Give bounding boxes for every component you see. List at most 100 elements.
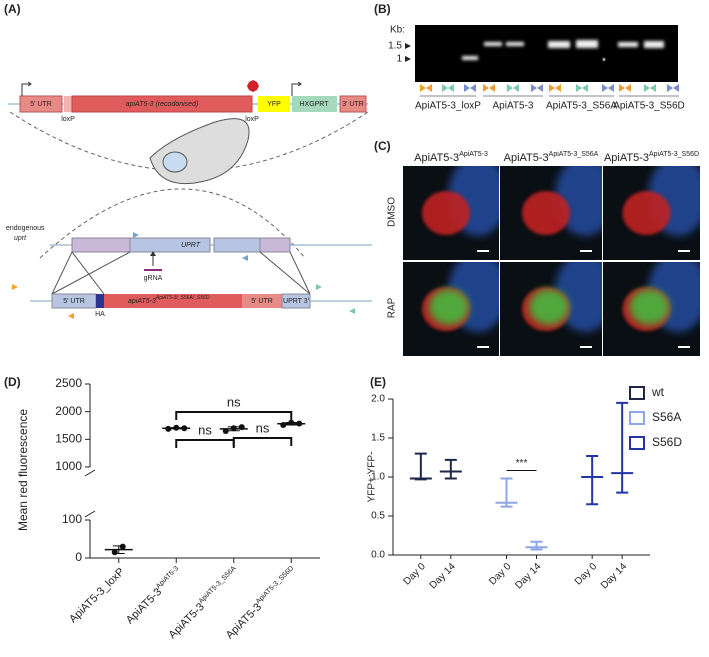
label: ApiAT5-3ApiAT5-3 bbox=[414, 151, 488, 164]
point bbox=[280, 421, 287, 428]
label: 5′ UTR bbox=[251, 298, 273, 305]
label: UPRT 3′ bbox=[283, 298, 310, 305]
point bbox=[222, 428, 229, 435]
cells bbox=[522, 166, 602, 236]
primer-icon bbox=[464, 84, 476, 92]
label: apiAT5-3ApiAT5-3/_S56A/_S56D bbox=[128, 295, 210, 305]
lane-label: ApiAT5-3 bbox=[493, 101, 534, 112]
label: endogenous bbox=[6, 225, 45, 232]
point bbox=[111, 549, 118, 556]
primer-icon bbox=[531, 84, 543, 92]
legend-swatch bbox=[629, 436, 645, 450]
promoter bbox=[21, 81, 32, 96]
y-tick-label: 0.5 bbox=[371, 511, 385, 522]
superscript: ApiAT5-3_S56D bbox=[255, 565, 295, 605]
label: loxP bbox=[245, 116, 259, 123]
panel-label: (D) bbox=[4, 375, 21, 389]
annotation: *** bbox=[516, 458, 528, 469]
yfp bbox=[629, 289, 670, 325]
label-text: ApiAT5-3 bbox=[166, 601, 206, 641]
label: apiAT5-3 bbox=[128, 298, 156, 305]
lane-label: ApiAT5-3_S56D bbox=[613, 101, 685, 112]
y-tick-label: 1.5 bbox=[371, 433, 385, 444]
superscript: ApiAT5-3_S56D bbox=[649, 151, 699, 158]
range bbox=[530, 540, 543, 551]
superscript: ApiAT5-3 bbox=[459, 151, 488, 158]
x-tick-label: Day 14 bbox=[599, 561, 629, 591]
annotation: ns bbox=[256, 420, 270, 435]
label: UPRT bbox=[181, 242, 201, 249]
label: HA bbox=[95, 311, 105, 318]
label: ApiAT5-3ApiAT5-3_S56A bbox=[504, 151, 599, 164]
box bbox=[339, 95, 367, 113]
primer-icon bbox=[549, 84, 561, 92]
box bbox=[213, 237, 261, 253]
primer-icon bbox=[619, 84, 631, 92]
axis-break bbox=[84, 469, 96, 518]
panel-c: (C) ApiAT5-3ApiAT5-3 ApiAT5-3ApiAT5-3_S56… bbox=[374, 139, 700, 356]
y-tick-label: 1.0 bbox=[371, 472, 385, 483]
cells bbox=[422, 166, 499, 236]
row-label: RAP bbox=[387, 297, 398, 318]
box bbox=[96, 294, 104, 308]
primer-icon bbox=[602, 84, 614, 92]
primer-icon bbox=[667, 84, 679, 92]
label: Kb: bbox=[390, 25, 405, 36]
x-tick-label: Day 14 bbox=[513, 561, 543, 591]
primer bbox=[242, 255, 248, 261]
micrograph bbox=[403, 262, 499, 356]
cell bbox=[149, 118, 250, 185]
label-text: ApiAT5-3 bbox=[604, 152, 649, 164]
label-text: ApiAT5-3 bbox=[124, 586, 164, 626]
primer-icon bbox=[644, 84, 656, 92]
primer bbox=[349, 308, 355, 314]
label: ApiAT5-3ApiAT5-3 bbox=[123, 565, 184, 626]
label: loxP bbox=[61, 116, 75, 123]
bracket bbox=[175, 439, 235, 448]
micrograph bbox=[603, 262, 700, 356]
y-tick-label: 2.0 bbox=[371, 394, 385, 405]
label: uprt bbox=[14, 235, 27, 242]
annotation: ns bbox=[198, 422, 212, 437]
label-text: ApiAT5-3 bbox=[224, 601, 264, 641]
box bbox=[71, 237, 131, 253]
primer-icon bbox=[576, 84, 588, 92]
range bbox=[444, 458, 457, 480]
x-tick-label: Day 0 bbox=[573, 561, 600, 588]
y-tick-label: 1500 bbox=[55, 432, 82, 446]
lane-labels: ApiAT5-3_loxP ApiAT5-3 ApiAT5-3_S56AApiAT5… bbox=[415, 95, 685, 112]
label-text: ApiAT5-3_loxP bbox=[67, 566, 127, 626]
lane-label: ApiAT5-3_S56A bbox=[546, 101, 617, 112]
micrograph bbox=[500, 166, 602, 260]
stop bbox=[247, 80, 259, 92]
box bbox=[71, 95, 253, 113]
arc bbox=[39, 188, 306, 259]
y-tick-label: 100 bbox=[62, 512, 82, 526]
range bbox=[586, 454, 599, 506]
marker-label: 1.5 bbox=[388, 41, 402, 52]
label: ApiAT5-3ApiAT5-3_S56D bbox=[604, 151, 699, 164]
x-tick-label: Day 0 bbox=[402, 561, 429, 588]
primer-icon bbox=[507, 84, 519, 92]
bands bbox=[462, 40, 664, 60]
arrow bbox=[150, 251, 156, 256]
superscript: ApiAT5-3_S56A bbox=[549, 151, 599, 158]
parasite bbox=[422, 191, 470, 235]
label-text: ApiAT5-3 bbox=[414, 152, 459, 164]
range bbox=[616, 401, 629, 494]
parasite bbox=[622, 191, 671, 235]
panel-label: (E) bbox=[370, 375, 386, 389]
y-tick-label: 1000 bbox=[55, 459, 82, 473]
panel-b: (B) Kb: 1.5 1 * ApiAT5-3_loxP ApiAT5-3 Api… bbox=[374, 2, 685, 111]
row-label: DMSO bbox=[387, 197, 398, 227]
label-text: ApiAT5-3 bbox=[504, 152, 549, 164]
panel-a: (A) 5′ UTR loxP apiAT5-3 (recodonised) l… bbox=[4, 2, 372, 319]
nucleus bbox=[162, 151, 188, 173]
arrow bbox=[405, 56, 411, 62]
parasite bbox=[522, 191, 570, 235]
label: 5′ UTR bbox=[63, 298, 85, 305]
superscript: ApiAT5-3/_S56A/_S56D bbox=[155, 295, 210, 301]
box bbox=[242, 294, 282, 308]
